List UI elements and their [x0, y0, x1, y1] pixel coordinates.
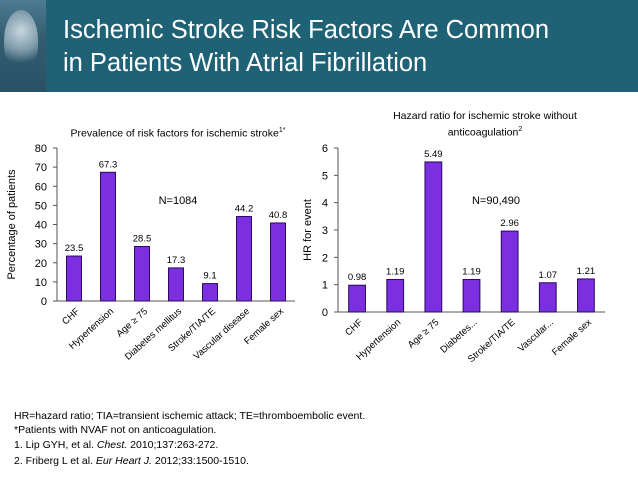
right-bar [500, 230, 519, 313]
left-data-label: 40.8 [269, 210, 288, 221]
left-bar [100, 171, 116, 302]
slide-title-line-2: in Patients With Atrial Fibrillation [63, 49, 428, 77]
left-y-tick-label: 50 [35, 200, 47, 212]
reference-1-details: 2010;137:263-272. [127, 439, 219, 451]
left-data-label: 9.1 [203, 271, 216, 282]
left-y-tick-label: 80 [35, 143, 47, 155]
left-bar [168, 267, 184, 302]
right-y-tick-label: 0 [322, 307, 328, 319]
right-bar [386, 278, 405, 313]
right-data-label: 0.98 [348, 272, 367, 283]
footnote-star: *Patients with NVAF not on anticoagulati… [14, 424, 217, 436]
left-data-label: 28.5 [133, 233, 152, 244]
right-chart-title-sup: 2 [518, 126, 523, 133]
left-y-axis-label: Percentage of patients [6, 169, 18, 280]
reference-1: 1. Lip GYH, et al. Chest. 2010;137:263-2… [14, 439, 218, 451]
brain-thumbnail-image [0, 0, 46, 92]
reference-2-journal: Eur Heart J. [95, 455, 152, 467]
left-data-label: 67.3 [99, 159, 118, 170]
right-bar [577, 278, 595, 313]
left-y-tick-label: 20 [35, 258, 47, 270]
right-y-tick-label: 3 [322, 225, 328, 237]
right-bar [538, 282, 557, 313]
right-y-tick-label: 4 [322, 198, 328, 210]
right-data-label: 1.07 [539, 270, 558, 281]
left-y-tick-label: 30 [35, 239, 47, 251]
left-category-label: CHF [60, 306, 82, 327]
left-data-label: 17.3 [167, 255, 186, 266]
right-chart-title-line-2: anticoagulation [447, 126, 519, 139]
left-bar [236, 215, 252, 302]
right-data-label: 1.19 [462, 266, 481, 277]
footnote-abbreviations: HR=hazard ratio; TIA=transient ischemic … [14, 410, 366, 422]
left-bar [66, 255, 82, 302]
right-category-label: Female sex [550, 317, 594, 358]
right-category-label: Age ≥ 75 [406, 317, 442, 351]
right-y-tick-label: 1 [322, 280, 328, 292]
right-chart-title-line-1: Hazard ratio for ischemic stroke without [393, 110, 577, 122]
right-data-label: 5.49 [424, 149, 443, 160]
left-y-tick-label: 70 [35, 162, 47, 174]
left-bar [202, 283, 218, 302]
right-data-label: 1.19 [386, 266, 405, 277]
left-bar [270, 222, 286, 302]
reference-2-details: 2012;33:1500-1510. [151, 455, 249, 467]
left-y-tick-label: 40 [35, 220, 47, 232]
slide-title-line-1: Ischemic Stroke Risk Factors Are Common [63, 16, 550, 44]
right-chart-title: Hazard ratio for ischemic stroke without… [340, 110, 630, 140]
slide-title: Ischemic Stroke Risk Factors Are Common … [63, 14, 633, 80]
right-data-label: 2.96 [500, 218, 519, 229]
reference-2: 2. Friberg L et al. Eur Heart J. 2012;33… [14, 455, 249, 467]
right-category-label: CHF [343, 317, 365, 338]
right-y-tick-label: 5 [322, 170, 328, 182]
slide-header: Ischemic Stroke Risk Factors Are Common … [0, 0, 638, 92]
left-y-tick-label: 60 [35, 181, 47, 193]
left-y-tick-label: 0 [41, 296, 47, 308]
left-data-label: 23.5 [65, 243, 84, 254]
right-sample-size-annotation: N=90,490 [472, 195, 520, 207]
left-chart-title: Prevalence of risk factors for ischemic … [40, 124, 316, 141]
left-sample-size-annotation: N=1084 [159, 195, 198, 207]
right-bar [348, 284, 366, 313]
reference-2-authors: 2. Friberg L et al. [14, 455, 96, 467]
right-y-tick-label: 6 [322, 143, 328, 155]
right-bar [462, 278, 481, 313]
left-bar [134, 245, 150, 302]
right-y-axis-label: HR for event [302, 199, 314, 261]
left-y-tick-label: 10 [35, 277, 47, 289]
right-data-label: 1.21 [577, 266, 596, 277]
left-chart-title-text: Prevalence of risk factors for ischemic … [70, 127, 279, 140]
left-data-label: 44.2 [235, 203, 254, 214]
reference-1-authors: 1. Lip GYH, et al. [14, 439, 97, 451]
right-y-tick-label: 2 [322, 252, 328, 264]
left-chart-title-sup: 1* [278, 127, 286, 134]
right-bar [424, 161, 443, 313]
reference-1-journal: Chest. [96, 439, 128, 451]
